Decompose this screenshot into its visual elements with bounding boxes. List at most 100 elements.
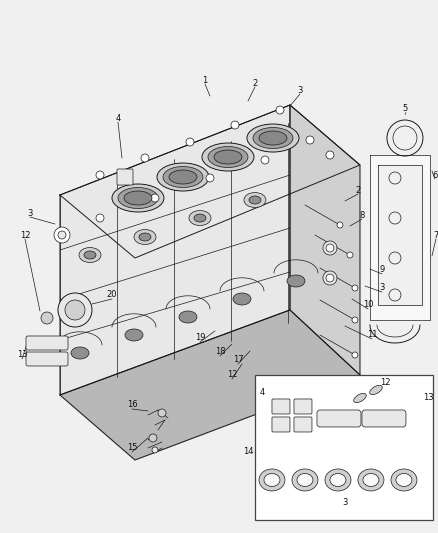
Circle shape xyxy=(54,227,70,243)
Circle shape xyxy=(96,171,104,179)
Circle shape xyxy=(326,244,334,252)
Text: 12: 12 xyxy=(20,230,30,239)
Text: 4: 4 xyxy=(115,114,120,123)
Circle shape xyxy=(389,172,401,184)
Text: 11: 11 xyxy=(367,330,377,340)
Ellipse shape xyxy=(330,473,346,487)
Text: 2: 2 xyxy=(252,78,258,87)
Polygon shape xyxy=(60,310,360,460)
Circle shape xyxy=(389,212,401,224)
Circle shape xyxy=(337,222,343,228)
Text: 2: 2 xyxy=(355,185,360,195)
Circle shape xyxy=(326,151,334,159)
Text: 3: 3 xyxy=(297,85,303,94)
Circle shape xyxy=(261,156,269,164)
Ellipse shape xyxy=(194,214,206,222)
Circle shape xyxy=(149,434,157,442)
Circle shape xyxy=(326,274,334,282)
FancyBboxPatch shape xyxy=(272,399,290,414)
Text: 13: 13 xyxy=(17,351,27,359)
Circle shape xyxy=(41,312,53,324)
Polygon shape xyxy=(60,105,290,395)
Circle shape xyxy=(96,214,104,222)
FancyBboxPatch shape xyxy=(26,336,68,350)
Circle shape xyxy=(389,252,401,264)
Ellipse shape xyxy=(84,251,96,259)
Bar xyxy=(255,375,433,520)
FancyBboxPatch shape xyxy=(272,417,290,432)
Ellipse shape xyxy=(325,469,351,491)
FancyBboxPatch shape xyxy=(317,410,361,427)
Text: 16: 16 xyxy=(127,400,137,409)
Ellipse shape xyxy=(259,469,285,491)
Polygon shape xyxy=(290,105,360,375)
Circle shape xyxy=(58,293,92,327)
Circle shape xyxy=(389,289,401,301)
Ellipse shape xyxy=(233,293,251,305)
Circle shape xyxy=(323,271,337,285)
Ellipse shape xyxy=(134,230,156,245)
Circle shape xyxy=(231,121,239,129)
FancyBboxPatch shape xyxy=(362,410,406,427)
Ellipse shape xyxy=(202,143,254,171)
Circle shape xyxy=(151,194,159,202)
Text: 12: 12 xyxy=(227,370,237,379)
Ellipse shape xyxy=(71,347,89,359)
FancyBboxPatch shape xyxy=(26,352,68,366)
Ellipse shape xyxy=(163,166,203,188)
FancyBboxPatch shape xyxy=(294,417,312,432)
Ellipse shape xyxy=(118,188,158,208)
Text: 18: 18 xyxy=(215,348,225,357)
Text: 13: 13 xyxy=(423,393,433,402)
Circle shape xyxy=(306,136,314,144)
Ellipse shape xyxy=(259,131,287,145)
Text: 9: 9 xyxy=(379,265,385,274)
Circle shape xyxy=(141,154,149,162)
Text: 5: 5 xyxy=(403,103,408,112)
Ellipse shape xyxy=(79,247,101,262)
Circle shape xyxy=(347,252,353,258)
Text: 8: 8 xyxy=(359,211,365,220)
Polygon shape xyxy=(60,105,360,258)
Ellipse shape xyxy=(244,192,266,207)
Circle shape xyxy=(352,352,358,358)
Ellipse shape xyxy=(253,127,293,149)
Ellipse shape xyxy=(124,191,152,205)
Ellipse shape xyxy=(208,147,248,167)
Ellipse shape xyxy=(249,196,261,204)
Ellipse shape xyxy=(112,184,164,212)
Text: 20: 20 xyxy=(107,290,117,300)
Polygon shape xyxy=(378,165,422,305)
Text: 7: 7 xyxy=(433,230,438,239)
Circle shape xyxy=(352,285,358,291)
Polygon shape xyxy=(370,155,430,320)
Text: 14: 14 xyxy=(243,448,253,456)
Ellipse shape xyxy=(179,311,197,323)
Ellipse shape xyxy=(358,469,384,491)
Ellipse shape xyxy=(353,393,366,402)
Circle shape xyxy=(152,447,158,453)
Text: 6: 6 xyxy=(432,171,438,180)
Text: 12: 12 xyxy=(380,378,390,387)
Text: 3: 3 xyxy=(342,498,348,507)
Circle shape xyxy=(323,241,337,255)
Ellipse shape xyxy=(297,473,313,487)
Ellipse shape xyxy=(264,473,280,487)
Text: 15: 15 xyxy=(127,443,137,453)
Ellipse shape xyxy=(189,211,211,225)
Ellipse shape xyxy=(370,385,382,394)
Ellipse shape xyxy=(363,473,379,487)
FancyBboxPatch shape xyxy=(117,169,133,185)
Text: 4: 4 xyxy=(259,389,265,398)
Text: 3: 3 xyxy=(379,284,385,293)
Ellipse shape xyxy=(139,233,151,241)
Circle shape xyxy=(206,174,214,182)
Ellipse shape xyxy=(391,469,417,491)
Circle shape xyxy=(186,138,194,146)
Text: 3: 3 xyxy=(27,208,33,217)
Ellipse shape xyxy=(247,124,299,152)
Ellipse shape xyxy=(125,329,143,341)
Ellipse shape xyxy=(287,275,305,287)
Circle shape xyxy=(58,231,66,239)
Text: 10: 10 xyxy=(363,301,373,310)
